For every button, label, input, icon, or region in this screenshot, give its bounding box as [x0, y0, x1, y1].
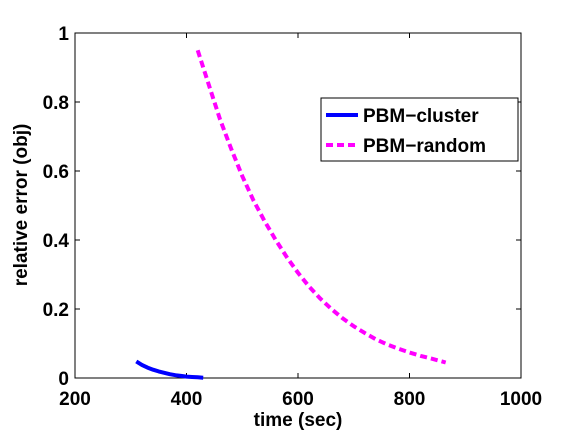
- series-layer: [135, 49, 447, 380]
- y-tick-label: 1: [58, 24, 69, 45]
- legend-label-pbm-cluster: PBM−cluster: [363, 106, 479, 127]
- y-axis-label: relative error (obj): [11, 124, 32, 287]
- x-tick-label: 200: [59, 389, 91, 410]
- legend-label-pbm-random: PBM−random: [363, 136, 486, 157]
- legend-box: [320, 97, 519, 162]
- y-tick-label: 0.2: [43, 300, 69, 321]
- x-tick-label: 600: [282, 389, 314, 410]
- axis-ticks: 200 400 600 800 1000 0 0.2 0.4 0.6 0.8 1: [43, 24, 543, 410]
- plot-area: [74, 32, 522, 379]
- y-tick-label: 0.6: [43, 162, 69, 183]
- series-line-pbm-random: [195, 49, 447, 365]
- y-tick-label: 0.4: [43, 231, 70, 252]
- legend: PBM−cluster PBM−random: [320, 97, 519, 162]
- series-line-pbm-cluster: [135, 359, 204, 380]
- y-tick-label: 0.8: [43, 93, 69, 114]
- y-tick-label: 0: [58, 369, 69, 390]
- x-tick-label: 800: [394, 389, 426, 410]
- x-tick-label: 1000: [500, 389, 542, 410]
- x-axis-label: time (sec): [254, 410, 343, 431]
- x-tick-label: 400: [171, 389, 203, 410]
